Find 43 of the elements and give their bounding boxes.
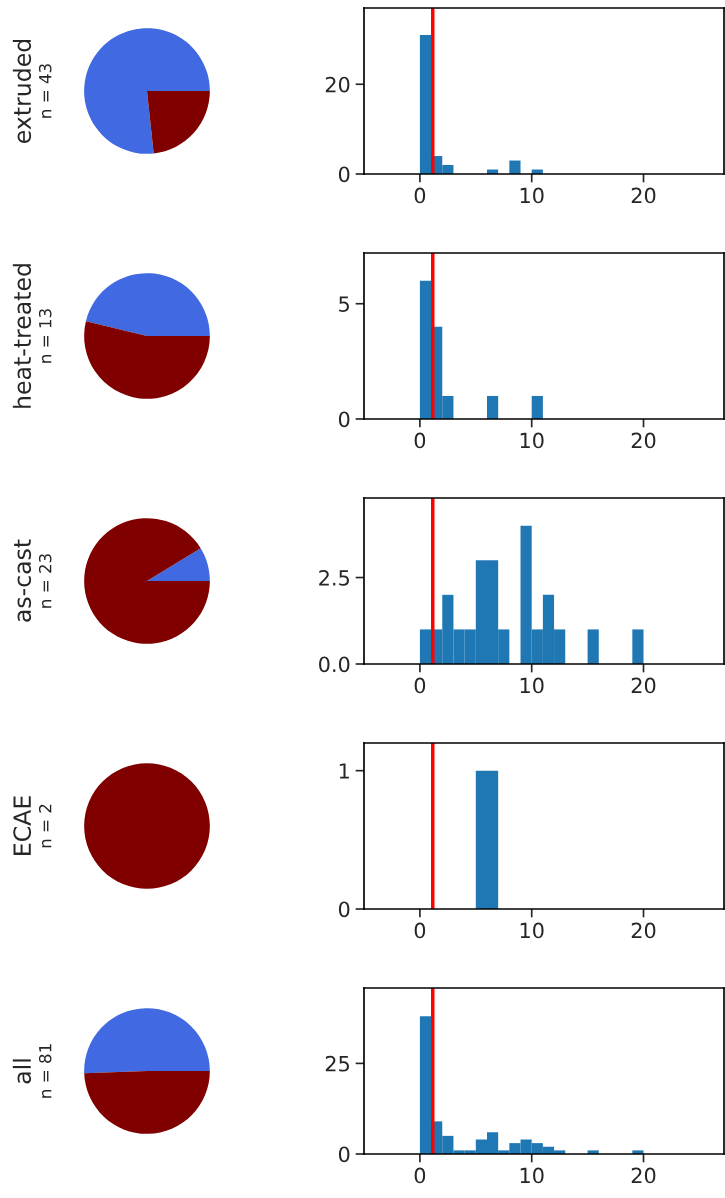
x-tick-label: 10 [520,1167,544,1184]
x-tick-label: 10 [520,432,544,449]
y-tick-label: 0 [338,411,350,428]
y-tick-label: 2.5 [319,569,349,586]
text: n = 43 [38,64,52,118]
x-tick-label: 0 [414,1167,426,1184]
x-tick-label: 10 [520,922,544,939]
pie-slice [84,28,210,154]
x-tick-label: 20 [631,1167,656,1184]
y-tick-label: 1 [339,763,349,779]
y-tick-label: 0 [338,166,350,183]
text: n = 23 [38,554,52,608]
text: all [12,1059,32,1084]
text: n = 13 [38,309,52,363]
text: ECAE [13,796,32,855]
x-tick-label: 0 [414,677,426,694]
pie-slice [147,91,210,154]
x-tick-label: 0 [414,187,426,204]
x-tick-label: 20 [631,677,656,694]
y-tick-label: 20 [325,76,350,93]
x-tick-label: 0 [414,922,426,939]
text: extruded [12,39,32,143]
x-tick-label: 20 [631,187,656,204]
x-tick-label: 10 [520,187,544,204]
y-tick-label: 0 [338,1146,350,1163]
text: n = 81 [38,1044,52,1098]
text: n = 2 [38,804,52,848]
pie-slice [84,1008,210,1074]
y-tick-label: 0 [338,901,350,918]
text: heat-treated [12,264,32,408]
x-tick-label: 10 [520,677,544,694]
pie-slice [84,518,210,644]
x-tick-label: 20 [631,922,656,939]
pie-slice [84,1071,210,1134]
text: as-cast [14,539,32,622]
y-tick-label: 5 [339,296,349,312]
pie-slice [84,321,210,399]
y-tick-label: 0.0 [319,656,350,673]
y-tick-label: 25 [325,1055,349,1072]
pie-slice [147,548,210,581]
x-tick-label: 20 [631,432,656,449]
x-tick-label: 0 [414,432,426,449]
pie-slice [85,273,210,336]
